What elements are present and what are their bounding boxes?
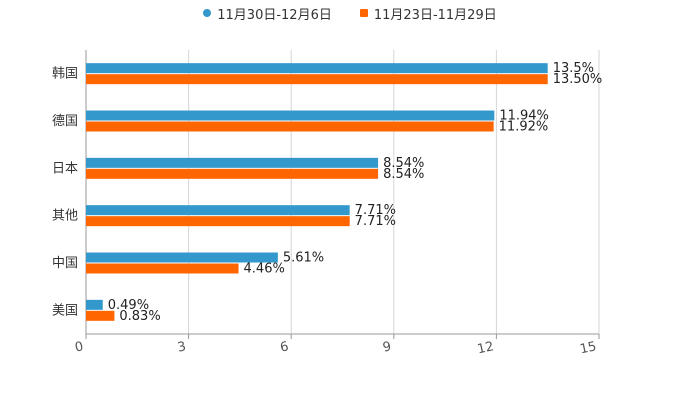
bar-series-2[interactable] <box>86 168 379 179</box>
x-tick-label: 3 <box>176 339 187 355</box>
bar-series-2[interactable] <box>86 216 350 227</box>
bar-data-label: 13.50% <box>553 72 603 87</box>
bar-data-label: 7.71% <box>355 214 396 229</box>
bar-data-label: 0.83% <box>119 309 160 324</box>
y-category-label: 中国 <box>52 256 78 271</box>
y-category-label: 日本 <box>52 161 78 176</box>
y-category-label: 美国 <box>52 303 78 318</box>
bar-data-label: 13.5% <box>553 61 594 76</box>
bar-series-1[interactable] <box>86 205 350 216</box>
x-tick-label: 12 <box>476 339 495 357</box>
bar-data-label: 0.49% <box>108 298 149 313</box>
bar-series-2[interactable] <box>86 74 548 85</box>
legend-label-series-2: 11月23日-11月29日 <box>373 7 497 23</box>
bar-series-1[interactable] <box>86 63 548 74</box>
x-tick-label: 0 <box>74 339 85 355</box>
bar-series-2[interactable] <box>86 263 239 274</box>
bar-data-label: 4.46% <box>244 262 285 277</box>
x-tick-label: 6 <box>279 339 290 355</box>
chart-legend: 11月30日-12月6日 11月23日-11月29日 <box>0 4 700 23</box>
legend-item-series-2[interactable]: 11月23日-11月29日 <box>359 4 497 23</box>
bar-series-1[interactable] <box>86 299 103 310</box>
x-tick-label: 9 <box>381 339 392 355</box>
bar-series-2[interactable] <box>86 310 115 321</box>
legend-marker-series-1 <box>203 9 212 17</box>
bar-series-1[interactable] <box>86 110 495 121</box>
bar-data-label: 8.54% <box>383 167 424 182</box>
bar-series-1[interactable] <box>86 252 278 263</box>
legend-item-series-1[interactable]: 11月30日-12月6日 <box>203 4 332 23</box>
legend-label-series-1: 11月30日-12月6日 <box>217 7 332 23</box>
bar-series-1[interactable] <box>86 157 379 168</box>
bar-data-label: 8.54% <box>383 156 424 171</box>
y-category-label: 其他 <box>52 209 78 224</box>
x-tick-label: 15 <box>579 339 598 357</box>
y-category-label: 德国 <box>52 114 78 129</box>
bar-series-2[interactable] <box>86 121 494 132</box>
legend-marker-series-2 <box>359 9 368 17</box>
bar-data-label: 11.92% <box>499 120 549 135</box>
y-category-label: 韩国 <box>52 67 78 82</box>
bar-data-label: 7.71% <box>355 203 396 218</box>
bar-data-label: 5.61% <box>283 251 324 266</box>
bar-data-label: 11.94% <box>499 109 549 124</box>
